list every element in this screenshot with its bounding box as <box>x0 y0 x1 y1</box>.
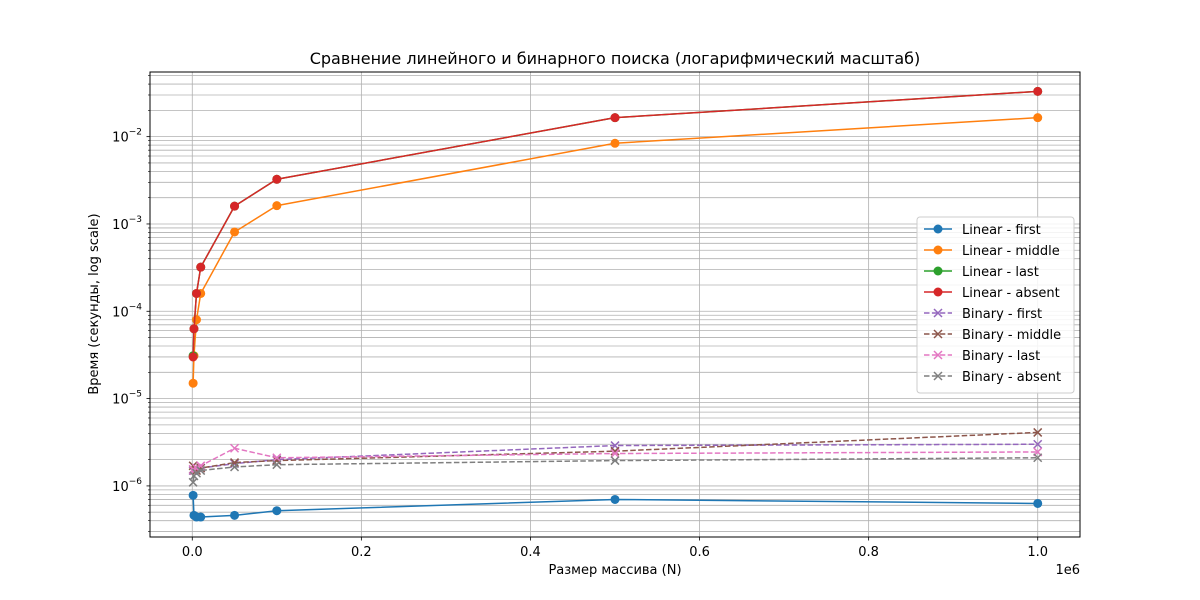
y-tick-exponent: −4 <box>129 302 143 312</box>
data-point <box>196 512 206 522</box>
legend-marker <box>933 308 943 318</box>
series-line <box>192 457 1038 483</box>
x-tick-label: 0.4 <box>520 545 541 560</box>
series-binary-absent <box>188 453 1043 487</box>
series-linear-first <box>188 490 1043 522</box>
legend-marker <box>933 287 943 297</box>
y-tick-label: 10−3 <box>112 215 142 233</box>
series-line <box>192 116 1038 384</box>
data-point <box>188 352 198 362</box>
data-point <box>196 466 206 476</box>
y-tick-exponent: −6 <box>129 477 143 487</box>
data-point <box>192 288 201 298</box>
legend-entry: Binary - last <box>924 349 1040 364</box>
y-tick-base: 10 <box>112 131 129 146</box>
y-axis-label: Время (секунды, log scale) <box>87 213 102 394</box>
data-point <box>272 506 282 516</box>
data-point <box>272 453 282 463</box>
legend-entry: Linear - last <box>924 265 1039 280</box>
x-tick-label: 0.8 <box>858 545 879 560</box>
data-point <box>1033 498 1043 508</box>
data-point <box>189 324 199 334</box>
data-point <box>192 315 201 325</box>
legend-label: Linear - last <box>962 265 1039 280</box>
data-point <box>610 113 620 123</box>
legend-marker <box>933 266 943 276</box>
y-tick-exponent: −5 <box>129 390 142 400</box>
legend-entry: Binary - middle <box>924 328 1061 343</box>
data-point <box>230 443 240 453</box>
plot-frame <box>149 71 1081 538</box>
y-tick-base: 10 <box>112 218 129 233</box>
y-tick-label: 10−2 <box>112 128 142 146</box>
data-point <box>230 462 240 472</box>
data-point <box>230 227 240 237</box>
data-point <box>272 174 282 184</box>
legend-entry: Linear - absent <box>924 286 1060 301</box>
legend-label: Binary - last <box>962 349 1040 364</box>
data-point <box>272 201 282 211</box>
tick-layer: 0.0 0.2 0.4 0.6 0.8 1.010−610−510−410−310−2 <box>112 75 1048 560</box>
legend-label: Linear - middle <box>962 244 1060 259</box>
legend-box <box>916 216 1075 394</box>
x-tick-label: 1.0 <box>1027 545 1048 560</box>
data-point <box>1033 453 1043 463</box>
legend-marker <box>933 224 943 234</box>
data-point <box>610 448 620 459</box>
legend: Linear - first Linear - middle Linear - la… <box>916 216 1075 394</box>
y-tick-exponent: −3 <box>129 215 142 225</box>
series-line <box>192 90 1038 357</box>
legend-marker <box>933 329 943 339</box>
data-point <box>1033 86 1043 96</box>
x-tick-label: 0.2 <box>351 545 372 560</box>
x-tick-label: 0.0 <box>182 545 203 560</box>
legend-marker <box>933 350 943 360</box>
y-tick-base: 10 <box>112 480 129 495</box>
y-tick-label: 10−5 <box>112 390 142 408</box>
y-tick-label: 10−4 <box>112 302 142 320</box>
legend-entry: Linear - middle <box>924 244 1060 259</box>
legend-label: Binary - first <box>962 307 1042 322</box>
data-point <box>188 378 198 388</box>
y-tick-base: 10 <box>112 305 129 320</box>
legend-label: Linear - first <box>962 223 1041 238</box>
x-axis-label: Размер массива (N) <box>548 563 681 578</box>
data-point <box>610 456 620 466</box>
data-point <box>1033 439 1043 449</box>
data-point <box>272 460 282 470</box>
data-point <box>230 201 240 211</box>
legend-entry: Linear - first <box>924 223 1041 238</box>
legend-label: Linear - absent <box>962 286 1060 301</box>
y-tick-base: 10 <box>112 393 129 408</box>
x-axis-offset-label: 1e6 <box>1055 563 1080 578</box>
legend-label: Binary - middle <box>962 328 1061 343</box>
legend-label: Binary - absent <box>962 370 1061 385</box>
x-tick-label: 0.6 <box>689 545 710 560</box>
chart-title: Сравнение линейного и бинарного поиска (… <box>310 49 921 68</box>
data-point <box>188 490 198 500</box>
series-layer <box>188 86 1043 522</box>
legend-entry: Binary - absent <box>924 370 1061 385</box>
data-point <box>610 494 620 504</box>
data-point <box>230 510 240 520</box>
data-point <box>196 262 206 272</box>
legend-marker <box>933 245 943 255</box>
data-point <box>1033 427 1043 437</box>
y-tick-label: 10−6 <box>112 477 142 495</box>
data-point <box>610 138 620 148</box>
series-linear-absent <box>188 86 1043 362</box>
data-point <box>1033 113 1043 123</box>
legend-marker <box>933 371 943 381</box>
legend-entry: Binary - first <box>924 307 1042 322</box>
y-tick-exponent: −2 <box>129 128 142 138</box>
data-point <box>191 468 202 478</box>
